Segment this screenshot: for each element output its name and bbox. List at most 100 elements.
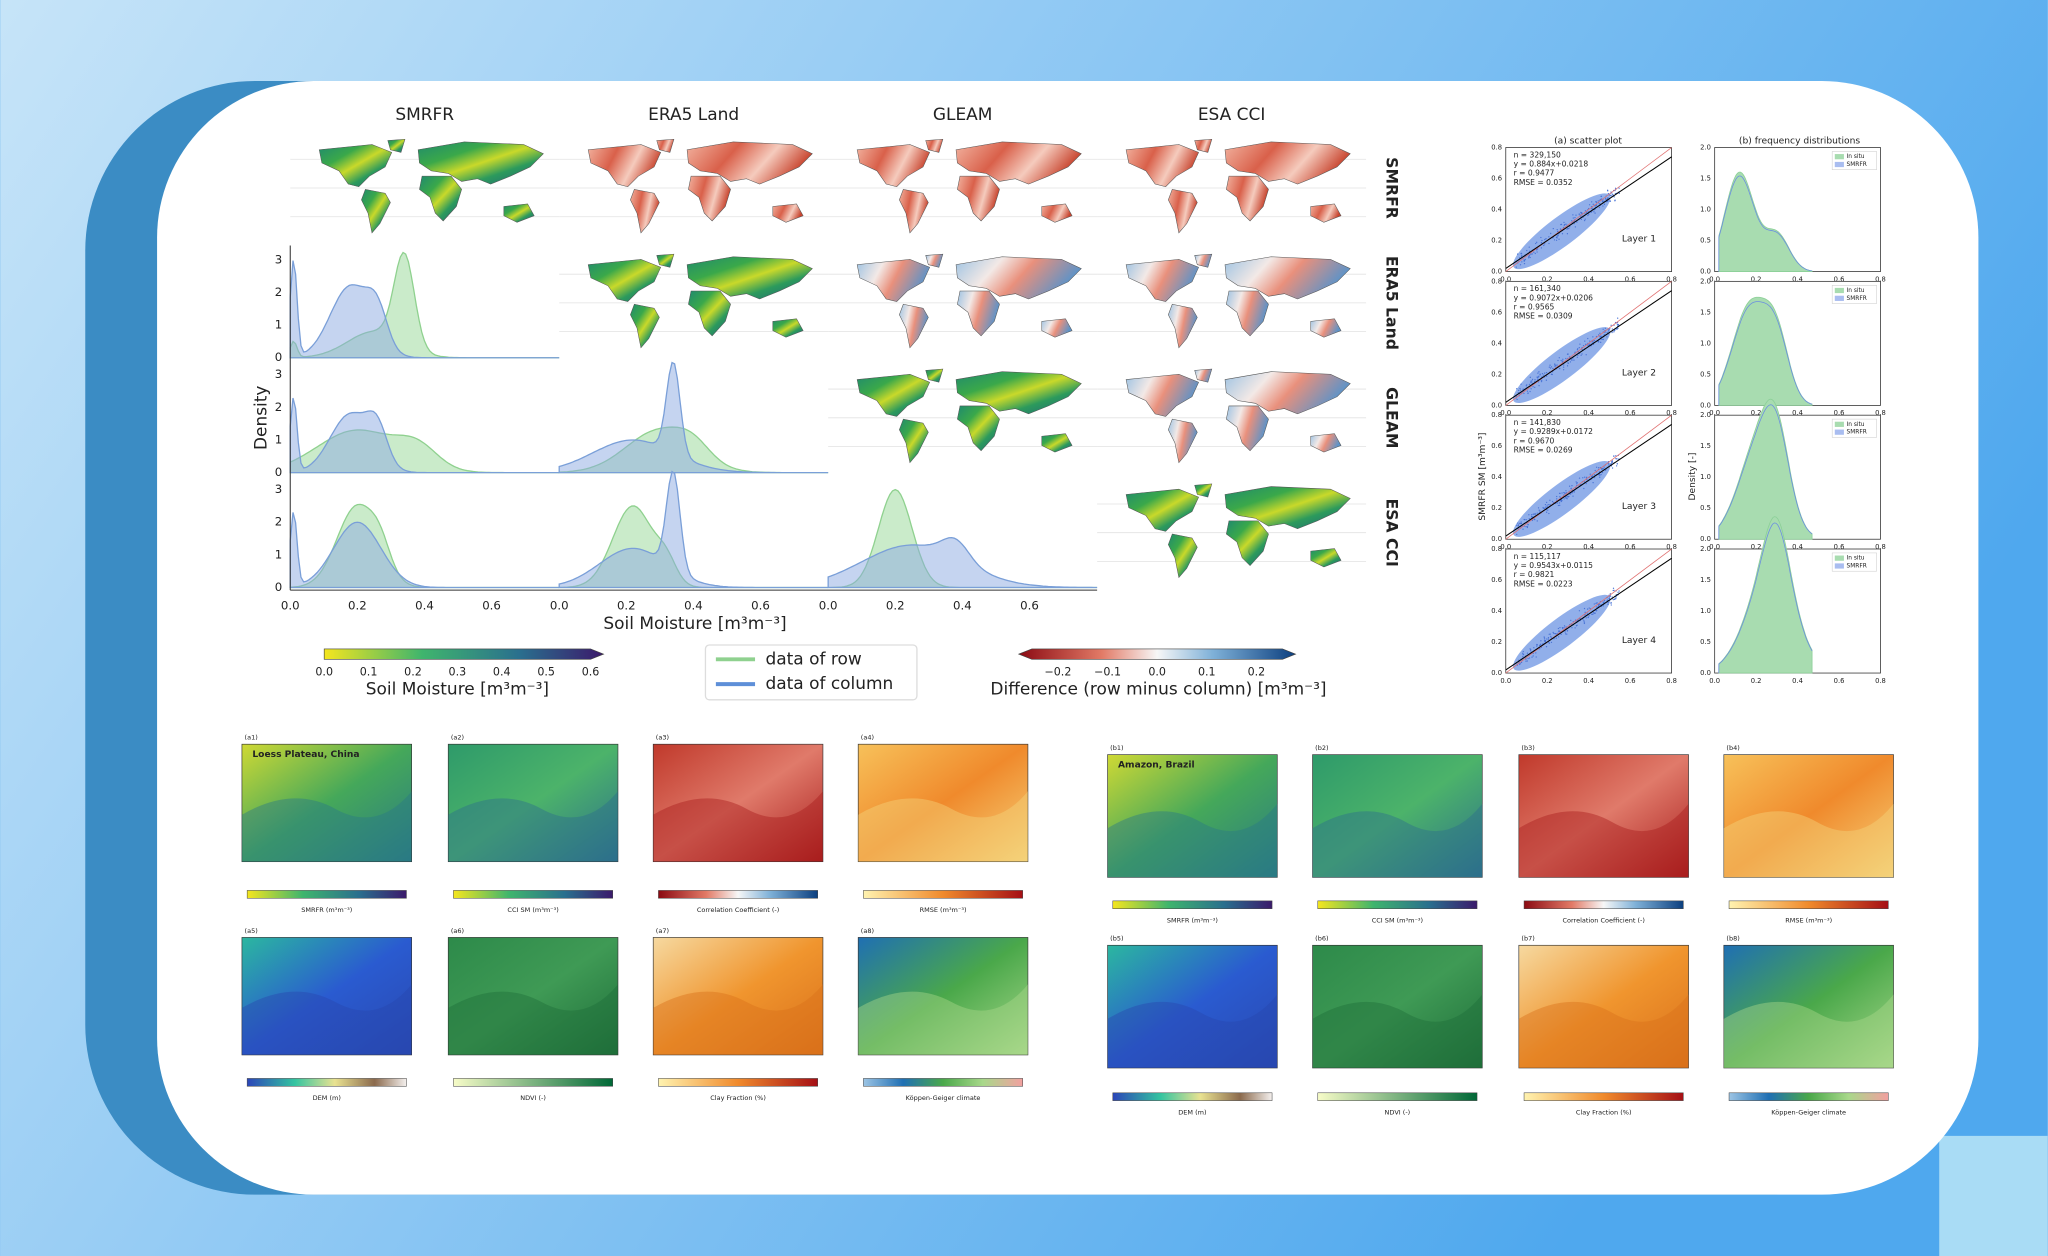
colorbar-label: SMRFR (m³m⁻³): [301, 906, 352, 914]
scatter-point: [1570, 359, 1573, 361]
identity-line: [1505, 548, 1672, 674]
scatter-point: [1545, 375, 1548, 377]
y-tick-label: 1: [275, 547, 282, 561]
panel-title: (a) scatter plot: [1554, 137, 1622, 147]
scatter-point: [1547, 638, 1549, 640]
scatter-point: [1572, 214, 1574, 216]
scatter-point: [1549, 367, 1552, 369]
scatter-point: [1547, 503, 1549, 506]
scatter-point: [1605, 198, 1607, 200]
colorbar: [1317, 900, 1478, 909]
legend-label: In situ: [1847, 556, 1865, 562]
scatter-point: [1613, 331, 1615, 333]
colorbar: [1017, 648, 1297, 660]
scatter-point: [1559, 367, 1561, 370]
scatter-point: [1615, 597, 1617, 599]
y-tick-label: 1.5: [1700, 442, 1711, 450]
layer-label: Layer 1: [1622, 234, 1656, 244]
scatter-point: [1534, 252, 1536, 255]
panel-label: (a1): [245, 734, 258, 742]
scatter-point: [1611, 461, 1613, 463]
scatter-point: [1537, 507, 1540, 509]
scatter-point: [1566, 629, 1569, 632]
scatter-point: [1528, 514, 1530, 516]
colorbar: [246, 890, 407, 899]
scatter-point: [1540, 380, 1543, 383]
scatter-point: [1599, 476, 1601, 478]
column-title: GLEAM: [933, 105, 993, 125]
scatter-point: [1558, 238, 1560, 240]
scatter-point: [1568, 227, 1570, 230]
colorbar-label: DEM (m): [1178, 1108, 1206, 1116]
scatter-point: [1563, 364, 1565, 366]
scatter-point: [1573, 359, 1575, 361]
scatter-point: [1549, 499, 1551, 501]
scatter-point: [1548, 242, 1550, 245]
scatter-point: [1578, 610, 1581, 612]
x-tick-label: 0.6: [482, 598, 501, 612]
x-tick-label: 0.2: [1751, 275, 1762, 283]
scatter-point: [1557, 627, 1560, 630]
colorbar-tick: 0.2: [1248, 665, 1266, 678]
scatter-point: [1538, 385, 1540, 387]
colorbar: [1728, 900, 1889, 909]
scatter-point: [1555, 637, 1557, 639]
scatter-point: [1596, 602, 1598, 604]
scatter-point: [1570, 619, 1572, 622]
scatter-point: [1615, 465, 1618, 467]
panel-label: (b2): [1315, 744, 1328, 752]
scatter-point: [1607, 330, 1610, 332]
scatter-point: [1592, 343, 1595, 346]
scatter-point: [1525, 660, 1527, 662]
scatter-point: [1536, 251, 1538, 253]
scatter-point: [1599, 335, 1601, 337]
stats-text: r = 0.9670: [1514, 436, 1555, 445]
colorbar: [1112, 1092, 1273, 1101]
colorbar-tick: 0.2: [404, 665, 422, 678]
scatter-point: [1559, 496, 1561, 498]
panel-label: (a8): [861, 927, 874, 935]
y-tick-label: 1.0: [1700, 473, 1711, 481]
scatter-point: [1571, 492, 1574, 494]
scatter-point: [1551, 500, 1554, 503]
scatter-point: [1576, 482, 1578, 484]
stats-text: y = 0.9289x+0.0172: [1514, 427, 1594, 436]
scatter-point: [1563, 224, 1565, 226]
scatter-point: [1593, 474, 1596, 476]
scatter-point: [1529, 648, 1531, 650]
scatter-point: [1561, 626, 1564, 629]
scatter-point: [1601, 468, 1603, 471]
panel-label: (a3): [656, 734, 669, 742]
scatter-point: [1545, 379, 1548, 381]
scatter-point: [1606, 336, 1608, 338]
y-tick-label: 3: [275, 367, 282, 381]
y-tick-label: 0.4: [1491, 206, 1502, 214]
scatter-point: [1577, 348, 1579, 350]
scatter-point: [1533, 647, 1535, 649]
colorbar: [1728, 1092, 1889, 1101]
scatter-point: [1595, 201, 1597, 203]
scatter-point: [1578, 477, 1581, 479]
stats-text: y = 0.884x+0.0218: [1514, 160, 1589, 169]
scatter-point: [1598, 467, 1600, 469]
scatter-point: [1553, 638, 1555, 640]
panel-label: (b7): [1521, 935, 1534, 943]
scatter-point: [1530, 382, 1532, 384]
scatter-point: [1604, 469, 1607, 471]
scatter-point: [1550, 641, 1553, 644]
scatter-point: [1603, 466, 1605, 468]
layer-label: Layer 4: [1622, 636, 1656, 646]
y-tick-label: 1: [275, 432, 282, 446]
x-tick-label: 0.2: [886, 598, 905, 612]
colorbar-tick: 0.1: [360, 665, 378, 678]
scatter-point: [1528, 518, 1530, 520]
y-tick-label: 0.5: [1700, 370, 1711, 378]
scatter-point: [1557, 636, 1560, 638]
panel-label: (a6): [451, 927, 464, 935]
stats-text: n = 141,830: [1514, 418, 1561, 427]
scatter-point: [1594, 469, 1596, 472]
scatter-point: [1583, 219, 1586, 222]
colorbar-tick: 0.3: [449, 665, 467, 678]
legend-swatch: [1834, 555, 1844, 561]
scatter-point: [1582, 344, 1585, 347]
